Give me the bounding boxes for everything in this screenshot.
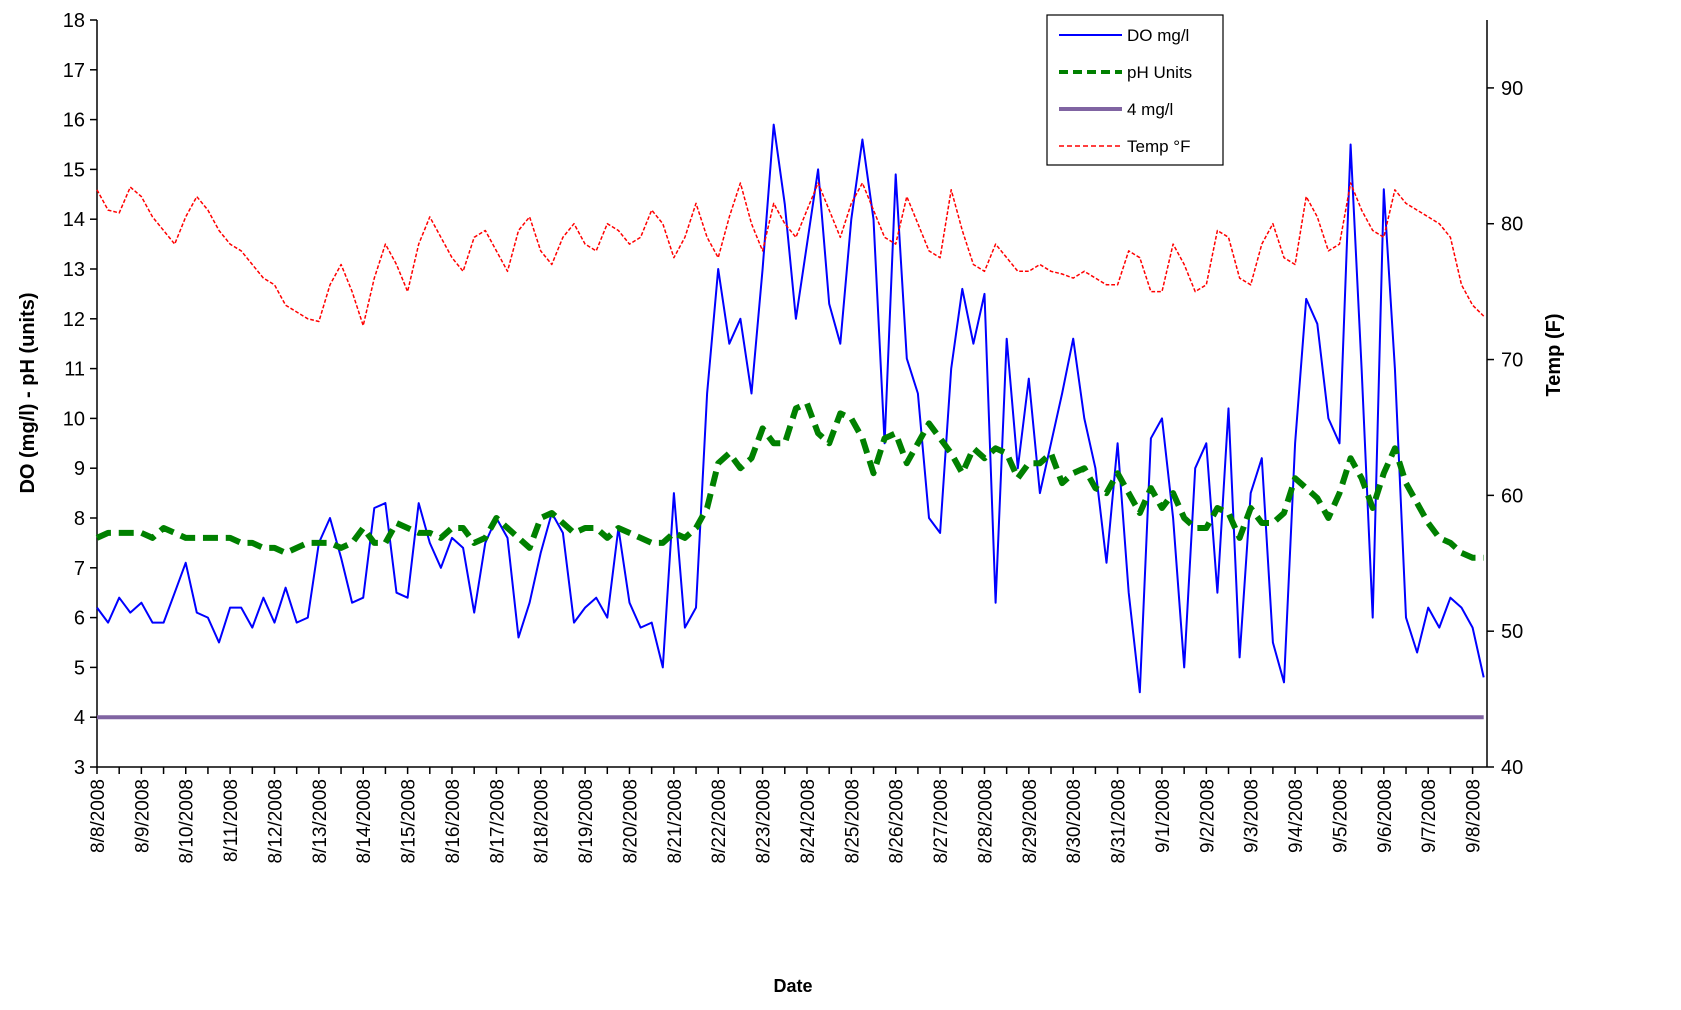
x-tick-label: 9/6/2008 (1375, 779, 1396, 853)
x-axis-title: Date (773, 976, 812, 996)
x-tick-label: 8/16/2008 (443, 779, 464, 864)
x-tick-label: 9/8/2008 (1464, 779, 1485, 853)
y-tick-label: 13 (63, 259, 85, 281)
x-tick-label: 8/18/2008 (532, 779, 553, 864)
x-tick-label: 9/4/2008 (1286, 779, 1307, 853)
x-tick-label: 8/20/2008 (620, 779, 641, 864)
y2-tick-label: 80 (1501, 214, 1523, 236)
y2-axis-title: Temp (F) (1543, 314, 1565, 397)
legend-label: DO mg/l (1127, 26, 1189, 45)
y-tick-label: 9 (74, 458, 85, 480)
x-tick-label: 8/29/2008 (1020, 779, 1041, 864)
x-tick-label: 8/26/2008 (887, 779, 908, 864)
x-tick-label: 8/8/2008 (88, 779, 109, 853)
legend-label: 4 mg/l (1127, 100, 1173, 119)
y-tick-label: 6 (74, 608, 85, 630)
x-tick-label: 8/22/2008 (709, 779, 730, 864)
x-tick-label: 8/30/2008 (1064, 779, 1085, 864)
y-tick-label: 18 (63, 10, 85, 32)
y-tick-label: 7 (74, 558, 85, 580)
series-line (95, 400, 1484, 561)
x-tick-label: 8/21/2008 (665, 779, 686, 864)
x-tick-label: 8/28/2008 (975, 779, 996, 864)
y-tick-label: 16 (63, 110, 85, 132)
y-tick-label: 10 (63, 408, 85, 430)
x-tick-label: 9/5/2008 (1330, 779, 1351, 853)
x-tick-label: 8/14/2008 (354, 779, 375, 864)
y-tick-label: 12 (63, 309, 85, 331)
y-tick-label: 15 (63, 159, 85, 181)
x-tick-label: 8/23/2008 (754, 779, 775, 864)
x-tick-label: 8/12/2008 (265, 779, 286, 864)
x-tick-label: 8/9/2008 (132, 779, 153, 853)
x-tick-label: 8/24/2008 (798, 779, 819, 864)
x-tick-label: 9/2/2008 (1197, 779, 1218, 853)
x-tick-label: 8/13/2008 (310, 779, 331, 864)
legend-label: Temp °F (1127, 137, 1190, 156)
y2-tick-label: 90 (1501, 78, 1523, 100)
y-tick-label: 17 (63, 60, 85, 82)
y2-tick-label: 50 (1501, 621, 1523, 643)
x-tick-label: 8/15/2008 (399, 779, 420, 864)
y2-tick-label: 60 (1501, 485, 1523, 507)
y2-tick-label: 70 (1501, 350, 1523, 372)
x-tick-label: 8/19/2008 (576, 779, 597, 864)
y-tick-label: 4 (74, 707, 85, 729)
y2-tick-label: 40 (1501, 757, 1523, 779)
x-tick-label: 8/10/2008 (177, 779, 198, 864)
y-axis-title: DO (mg/l) - pH (units) (17, 292, 39, 493)
x-tick-label: 9/7/2008 (1419, 779, 1440, 853)
x-tick-label: 8/27/2008 (931, 779, 952, 864)
x-tick-label: 8/11/2008 (221, 779, 242, 862)
x-tick-label: 8/31/2008 (1109, 779, 1130, 864)
legend-box (1046, 14, 1224, 166)
y-tick-label: 14 (63, 209, 85, 231)
series-line (96, 182, 1485, 327)
y-tick-label: 8 (74, 508, 85, 530)
x-tick-label: 8/25/2008 (842, 779, 863, 864)
y-tick-label: 11 (64, 359, 85, 381)
y-tick-label: 3 (74, 757, 85, 779)
x-tick-label: 8/17/2008 (487, 779, 508, 864)
series-line (96, 123, 1485, 694)
legend-label: pH Units (1127, 63, 1192, 82)
x-tick-label: 9/3/2008 (1242, 779, 1263, 853)
x-tick-label: 9/1/2008 (1153, 779, 1174, 853)
y-tick-label: 5 (74, 657, 85, 679)
